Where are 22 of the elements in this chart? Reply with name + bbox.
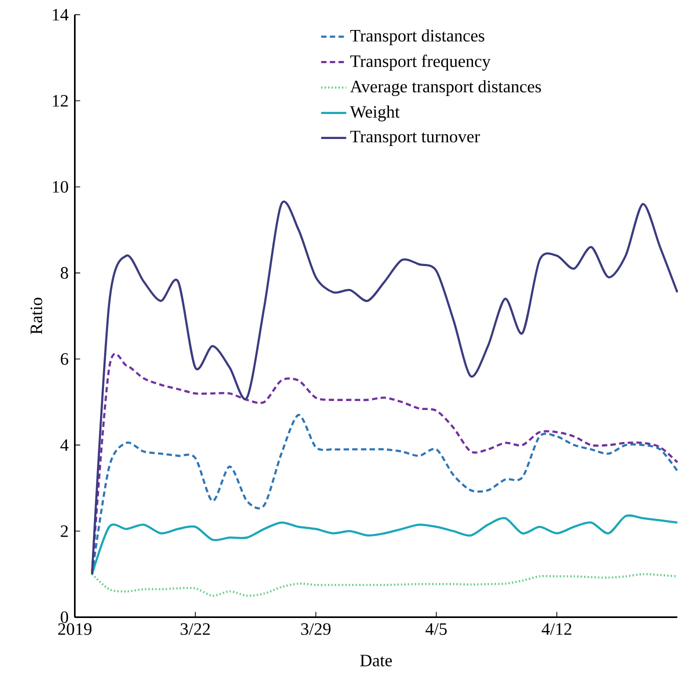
y-axis-title: Ratio [30,298,42,334]
y-tick-label: 8 [60,267,68,279]
x-tick-label: 4/5 [426,623,447,635]
y-tick-label: 4 [60,439,69,451]
x-axis-title: Date [360,654,392,666]
legend-label: Transport turnover [350,130,480,146]
y-tick-label: 6 [60,353,68,365]
line-series [90,573,678,597]
x-tick-label: 4/12 [542,623,572,635]
line-series [90,514,678,576]
x-tick-label: 3/29 [301,623,331,635]
x-tick-label: 2019 [58,623,92,635]
y-tick-label: 12 [52,95,68,107]
legend-label: Transport distances [350,29,484,46]
y-tick-label: 2 [60,525,68,537]
x-tick-label: 3/22 [180,623,210,635]
y-tick-label: 14 [52,8,69,20]
legend-label: Transport frequency [350,54,491,71]
legend-label: Average transport distances [350,80,541,96]
y-tick-label: 10 [52,180,68,193]
y-tick-label: 0 [60,611,68,624]
legend-label: Weight [350,106,400,122]
